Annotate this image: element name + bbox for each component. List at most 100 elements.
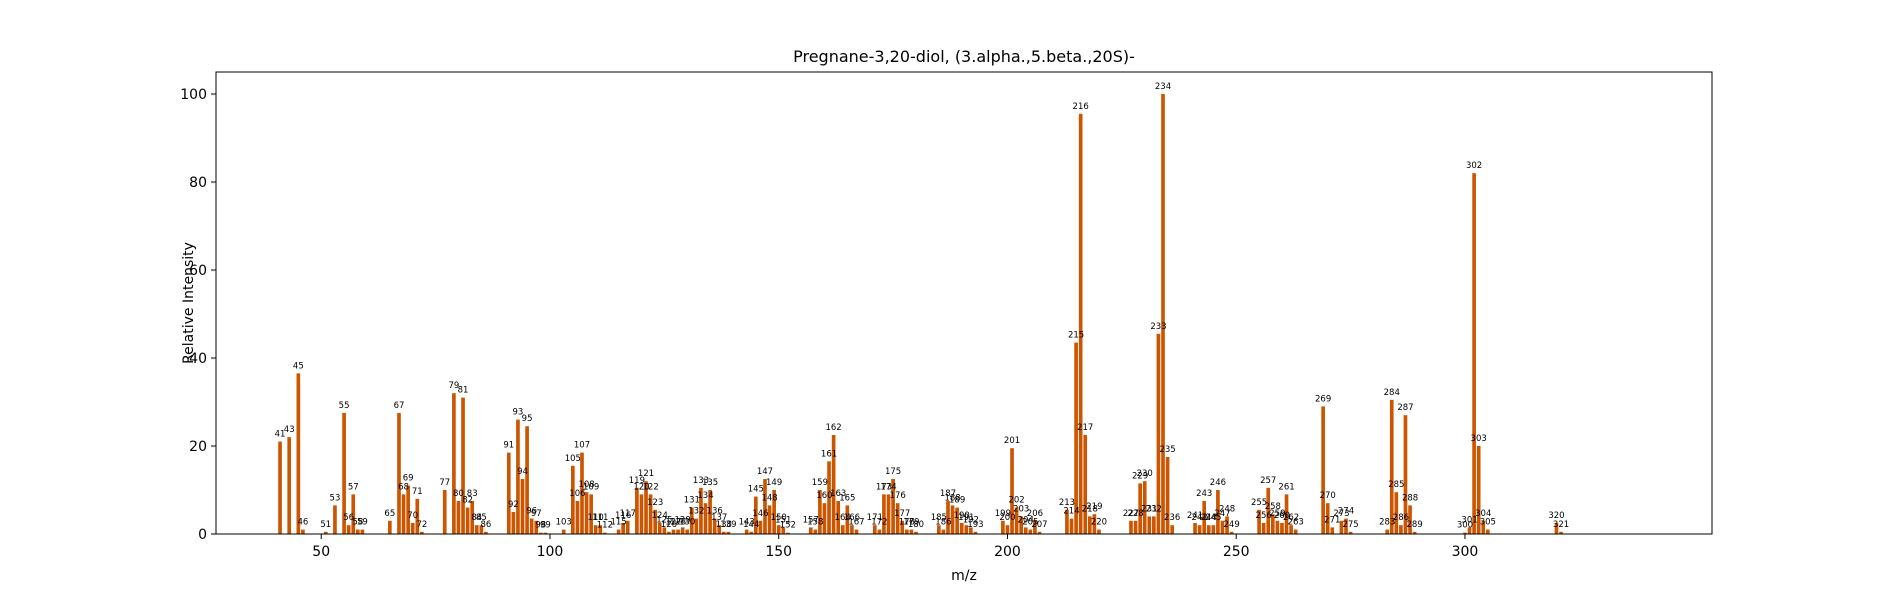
peak-bar — [616, 529, 621, 534]
peak-label: 191 — [958, 513, 974, 523]
peak-label: 85 — [476, 513, 487, 523]
peak-label: 65 — [384, 509, 395, 519]
peak-label: 257 — [1260, 476, 1276, 486]
bars-layer — [278, 94, 1563, 535]
peak-bar — [484, 531, 488, 534]
peak-label: 159 — [812, 478, 828, 488]
peak-bar — [1065, 509, 1069, 534]
peak-bar — [410, 523, 415, 534]
peak-label: 304 — [1475, 509, 1491, 519]
plot-frame — [215, 71, 1713, 535]
peak-label: 241 — [1187, 511, 1203, 521]
peak-bar — [1229, 531, 1234, 534]
peak-label: 288 — [1402, 493, 1418, 503]
peak-bar — [1206, 525, 1211, 534]
peak-label: 243 — [1196, 489, 1212, 499]
peak-bar — [1147, 516, 1152, 534]
peak-label: 172 — [871, 518, 887, 528]
peak-label: 43 — [284, 425, 295, 435]
peak-bar — [401, 494, 406, 534]
peak-bar — [420, 531, 424, 534]
x-tick-label: 150 — [765, 544, 792, 560]
peak-bar — [1284, 494, 1289, 534]
peak-label: 232 — [1146, 504, 1162, 514]
peak-bar — [959, 523, 964, 534]
chart-title: Pregnane-3,20-diol, (3.alpha.,5.beta.,20… — [793, 47, 1135, 66]
peak-bar — [1161, 94, 1165, 534]
peak-bar — [754, 496, 758, 534]
peak-label: 99 — [540, 521, 551, 531]
peak-label: 135 — [702, 478, 718, 488]
peak-label: 193 — [967, 520, 983, 530]
peak-label: 86 — [481, 520, 492, 530]
peak-label: 134 — [697, 491, 713, 501]
peak-label: 180 — [908, 520, 924, 530]
peak-bar — [1389, 399, 1394, 534]
peak-label: 96 — [526, 507, 537, 517]
peak-label: 127 — [665, 518, 681, 528]
peak-label: 185 — [931, 513, 947, 523]
peak-label: 246 — [1210, 478, 1226, 488]
peak-bar — [1019, 516, 1024, 534]
peak-label: 176 — [890, 491, 906, 501]
peak-label: 235 — [1159, 445, 1175, 455]
peak-label: 247 — [1214, 509, 1230, 519]
peak-bar — [452, 393, 456, 534]
peak-label: 242 — [1191, 513, 1207, 523]
peak-label: 91 — [503, 441, 514, 451]
peak-bar — [598, 525, 603, 534]
peak-label: 93 — [513, 408, 524, 418]
peak-label: 187 — [940, 489, 956, 499]
peak-bar — [1385, 529, 1390, 534]
peak-label: 53 — [330, 493, 341, 503]
peak-bar — [676, 529, 680, 534]
peak-label: 233 — [1150, 322, 1166, 332]
peak-label: 55 — [339, 401, 350, 411]
peak-label: 301 — [1461, 515, 1477, 525]
peak-label: 263 — [1288, 518, 1304, 528]
peak-bar — [534, 520, 539, 534]
peak-label: 164 — [835, 513, 851, 523]
peak-label: 283 — [1379, 518, 1395, 528]
peak-bar — [717, 525, 722, 534]
peak-label: 139 — [720, 520, 736, 530]
peak-label: 289 — [1407, 520, 1423, 530]
peak-label: 217 — [1077, 423, 1093, 433]
peak-bar — [946, 501, 950, 534]
peak-bar — [854, 529, 859, 534]
peak-bar — [593, 525, 598, 534]
peak-label: 109 — [583, 482, 599, 492]
peak-label: 71 — [412, 487, 423, 497]
peak-bar — [1037, 531, 1042, 534]
peak-bar — [781, 527, 786, 534]
x-tick-label: 50 — [312, 544, 330, 560]
peak-label: 57 — [348, 482, 359, 492]
peak-label: 56 — [343, 513, 354, 523]
peak-bar — [1289, 525, 1293, 534]
peak-label: 120 — [633, 482, 649, 492]
peak-label: 137 — [711, 513, 727, 523]
peak-bar — [813, 529, 818, 534]
peak-label: 117 — [620, 509, 636, 519]
peak-bar — [1485, 529, 1490, 534]
peak-label: 68 — [398, 482, 409, 492]
peak-bar — [621, 523, 625, 534]
peak-bar — [772, 490, 776, 534]
peak-label: 92 — [508, 500, 519, 510]
peak-bar — [342, 413, 346, 534]
peak-label: 273 — [1333, 509, 1349, 519]
peak-label: 79 — [448, 381, 459, 391]
peak-label: 229 — [1132, 471, 1148, 481]
peak-label: 130 — [679, 518, 695, 528]
peak-label: 303 — [1471, 434, 1487, 444]
peak-bar — [1023, 527, 1028, 534]
peak-bar — [529, 518, 534, 534]
peak-label: 161 — [821, 449, 837, 459]
peak-bar — [1142, 481, 1147, 534]
peak-label: 199 — [995, 509, 1011, 519]
peak-bar — [1092, 514, 1097, 534]
peak-label: 177 — [894, 509, 910, 519]
peak-bar — [465, 507, 470, 534]
peak-label: 82 — [462, 496, 473, 506]
